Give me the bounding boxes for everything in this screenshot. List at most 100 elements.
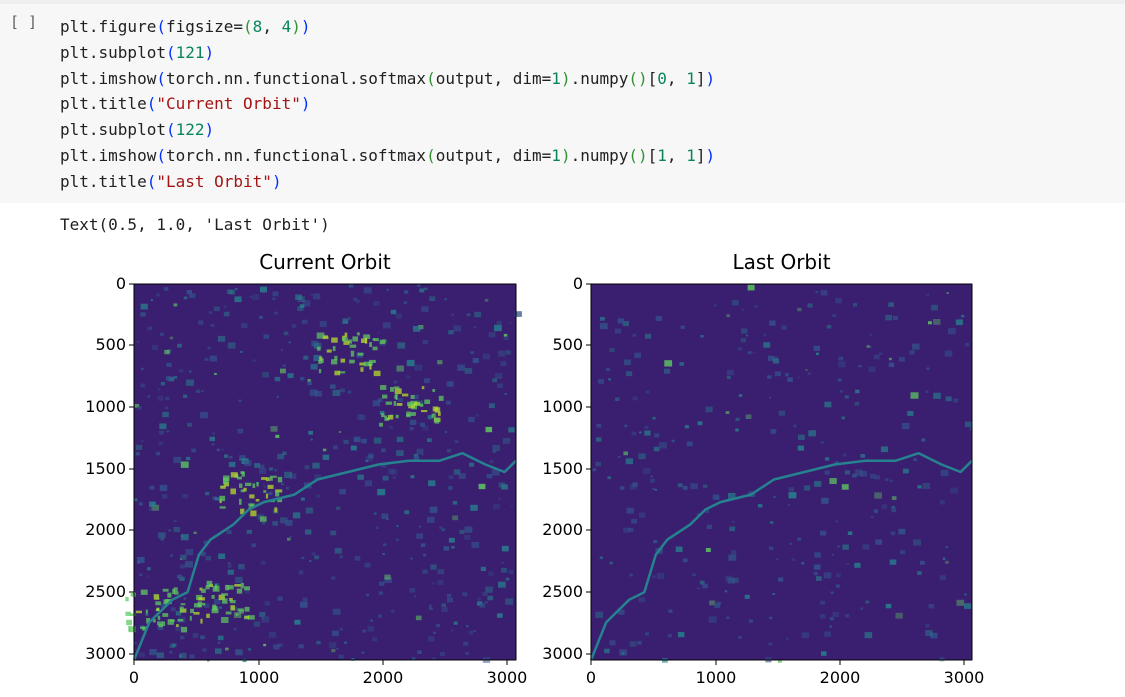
- heatmap-speckle: [134, 642, 137, 645]
- heatmap-speckle: [654, 433, 660, 438]
- heatmap-speckle: [643, 468, 651, 475]
- heatmap-speckle: [785, 373, 789, 377]
- heatmap-hotspot: [244, 615, 249, 619]
- heatmap-speckle: [313, 342, 322, 349]
- heatmap-speckle: [173, 527, 180, 533]
- heatmap-speckle: [838, 356, 844, 361]
- code-token: ]: [695, 68, 706, 88]
- heatmap-speckle: [157, 388, 161, 391]
- heatmap-speckle: [140, 383, 146, 388]
- run-cell-button[interactable]: [ ]: [10, 13, 38, 31]
- heatmap-speckle: [955, 319, 963, 326]
- code-editor[interactable]: plt.figure(figsize=(8, 4)) plt.subplot(1…: [60, 14, 715, 195]
- heatmap-hotspot: [252, 483, 256, 489]
- heatmap-speckle: [217, 641, 221, 644]
- heatmap-speckle: [702, 583, 708, 589]
- heatmap-speckle: [706, 524, 712, 529]
- heatmap-hotspot: [407, 401, 413, 407]
- heatmap-speckle: [769, 521, 774, 524]
- heatmap-speckle: [874, 492, 882, 499]
- heatmap-speckle: [869, 345, 872, 349]
- heatmap-speckle: [778, 577, 784, 582]
- heatmap-hotspot: [265, 493, 269, 499]
- heatmap-speckle: [180, 535, 184, 538]
- heatmap-speckle: [252, 359, 256, 362]
- heatmap-speckle: [204, 357, 209, 361]
- heatmap-speckle: [838, 361, 846, 368]
- heatmap-speckle: [310, 363, 318, 370]
- heatmap-speckle: [164, 349, 170, 355]
- heatmap-speckle: [179, 576, 185, 581]
- heatmap-speckle: [200, 390, 204, 393]
- heatmap-speckle: [498, 350, 506, 357]
- heatmap-hotspot: [237, 608, 244, 612]
- heatmap-speckle: [657, 573, 665, 579]
- heatmap-speckle: [241, 323, 248, 329]
- heatmap-speckle: [300, 376, 305, 381]
- heatmap-hotspot: [269, 477, 273, 481]
- heatmap-hotspot: [424, 399, 431, 404]
- heatmap-speckle: [428, 607, 433, 611]
- heatmap-speckle: [820, 600, 825, 605]
- heatmap-hotspot: [359, 362, 366, 366]
- x-tick-label: 2000: [362, 668, 404, 687]
- heatmap-speckle: [860, 607, 863, 610]
- heatmap-speckle: [494, 324, 502, 332]
- heatmap-hotspot: [230, 488, 236, 495]
- heatmap-hotspot: [221, 593, 228, 596]
- heatmap-speckle: [373, 512, 377, 515]
- heatmap-speckle: [465, 652, 469, 655]
- code-token: .numpy: [570, 145, 629, 165]
- heatmap-speckle: [791, 558, 796, 561]
- heatmap-hotspot: [162, 621, 166, 626]
- heatmap-speckle: [277, 453, 285, 460]
- heatmap-speckle: [632, 482, 638, 487]
- heatmap-speckle: [946, 292, 949, 294]
- heatmap-speckle: [396, 525, 399, 528]
- heatmap-speckle: [664, 368, 671, 374]
- heatmap-hotspot: [275, 489, 283, 493]
- code-token: ): [204, 120, 215, 140]
- heatmap-speckle: [598, 379, 604, 384]
- heatmap-speckle: [158, 441, 163, 446]
- heatmap-hotspot: [230, 472, 238, 478]
- heatmap-hotspot: [125, 596, 129, 602]
- heatmap-speckle: [366, 593, 370, 597]
- heatmap-speckle: [769, 396, 772, 399]
- heatmap-speckle: [772, 358, 780, 364]
- heatmap-hotspot: [432, 406, 439, 412]
- heatmap-hotspot: [211, 595, 215, 599]
- heatmap-speckle: [135, 444, 143, 450]
- heatmap-speckle: [169, 651, 173, 654]
- heatmap-speckle: [604, 648, 610, 654]
- heatmap-speckle: [708, 616, 717, 623]
- y-tick-label: 3000: [542, 644, 583, 663]
- heatmap-hotspot: [128, 626, 131, 632]
- heatmap-speckle: [238, 564, 245, 570]
- code-token: plt.imshow: [60, 145, 157, 165]
- heatmap-speckle: [384, 574, 391, 580]
- heatmap-speckle: [462, 592, 468, 597]
- heatmap-speckle: [675, 546, 683, 552]
- heatmap-speckle: [869, 333, 873, 336]
- heatmap-speckle: [484, 601, 488, 604]
- heatmap-speckle: [165, 396, 170, 401]
- heatmap-speckle: [302, 300, 311, 307]
- heatmap-hotspot: [162, 613, 169, 617]
- heatmap-speckle: [652, 416, 656, 420]
- heatmap-speckle: [162, 411, 169, 418]
- heatmap-speckle: [600, 317, 605, 321]
- heatmap-speckle: [147, 326, 152, 331]
- heatmap-speckle: [338, 431, 341, 433]
- heatmap-hotspot: [384, 418, 390, 421]
- heatmap-speckle: [157, 395, 164, 401]
- heatmap-hotspot: [343, 340, 350, 345]
- heatmap-speckle: [343, 439, 349, 444]
- heatmap-speckle: [448, 486, 453, 490]
- code-cell[interactable]: [ ] plt.figure(figsize=(8, 4)) plt.subpl…: [0, 4, 1125, 203]
- heatmap-speckle: [233, 627, 237, 631]
- heatmap-speckle: [494, 373, 503, 379]
- heatmap-speckle: [211, 443, 215, 446]
- heatmap-speckle: [373, 437, 382, 444]
- heatmap-hotspot: [321, 358, 324, 364]
